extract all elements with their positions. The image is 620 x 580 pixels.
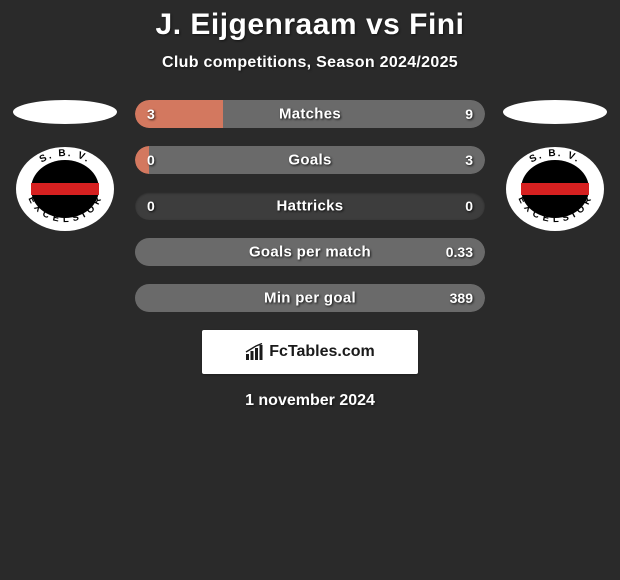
bar-segment-right xyxy=(135,284,485,312)
club-badge-left-icon: S. B. V. E X C E L S I O R xyxy=(15,146,115,232)
stat-bars: 39Matches 03Goals 0 0Hattricks 0.33Goals per… xyxy=(135,100,485,312)
watermark-text: FcTables.com xyxy=(269,343,375,361)
card-subtitle: Club competitions, Season 2024/2025 xyxy=(0,54,620,72)
stat-bar: 0.33Goals per match xyxy=(135,238,485,266)
snapshot-date: 1 november 2024 xyxy=(0,392,620,410)
ellipse-icon xyxy=(503,100,607,124)
stat-value-right: 0 xyxy=(465,198,473,214)
comparison-card: J. Eijgenraam vs Fini Club competitions,… xyxy=(0,0,620,410)
bar-segment-right xyxy=(149,146,485,174)
club-badge-right-icon: S. B. V. E X C E L S I O R xyxy=(505,146,605,232)
comparison-row: S. B. V. E X C E L S I O R 39Matches 03Go… xyxy=(0,100,620,312)
bar-segment-left xyxy=(135,146,149,174)
stat-bar: 39Matches xyxy=(135,100,485,128)
stat-bar: 0 0Hattricks xyxy=(135,192,485,220)
player-right-column: S. B. V. E X C E L S I O R xyxy=(499,100,611,232)
bar-segment-right xyxy=(223,100,486,128)
bar-segment-left xyxy=(135,100,223,128)
ellipse-icon xyxy=(13,100,117,124)
stat-bar: 389Min per goal xyxy=(135,284,485,312)
watermark-badge: FcTables.com xyxy=(202,330,418,374)
card-title: J. Eijgenraam vs Fini xyxy=(0,8,620,42)
stat-value-left: 0 xyxy=(147,198,155,214)
player-left-column: S. B. V. E X C E L S I O R xyxy=(9,100,121,232)
stat-label: Hattricks xyxy=(135,198,485,215)
stat-bar: 03Goals xyxy=(135,146,485,174)
chart-icon xyxy=(245,343,265,361)
bar-segment-right xyxy=(135,238,485,266)
